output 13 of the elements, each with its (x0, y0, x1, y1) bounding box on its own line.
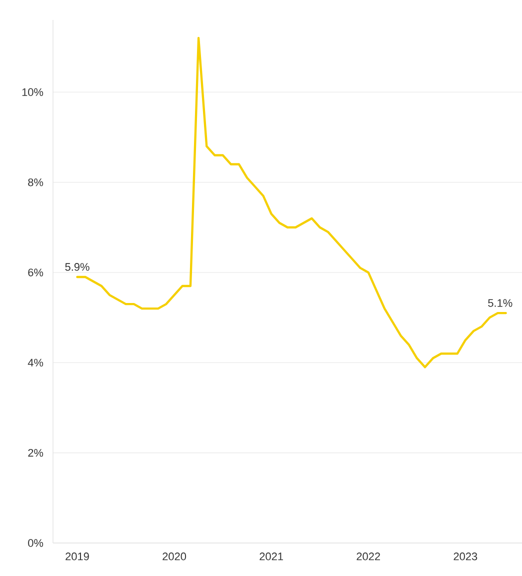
x-tick-label: 2022 (356, 552, 380, 560)
x-tick-label: 2021 (260, 552, 283, 560)
x-tick-label: 2019 (66, 552, 89, 560)
y-tick-label: 4% (28, 358, 44, 366)
data-label: 5.9% (65, 263, 90, 271)
x-tick-label: 2023 (454, 552, 478, 560)
y-tick-label: 2% (28, 448, 44, 457)
y-tick-label: 8% (28, 178, 44, 186)
y-tick-label: 10% (22, 88, 44, 96)
x-tick-label: 2020 (162, 552, 186, 560)
data-label: 5.1% (488, 299, 512, 307)
y-tick-label: 6% (28, 268, 44, 276)
y-tick-label: 0% (28, 539, 44, 547)
